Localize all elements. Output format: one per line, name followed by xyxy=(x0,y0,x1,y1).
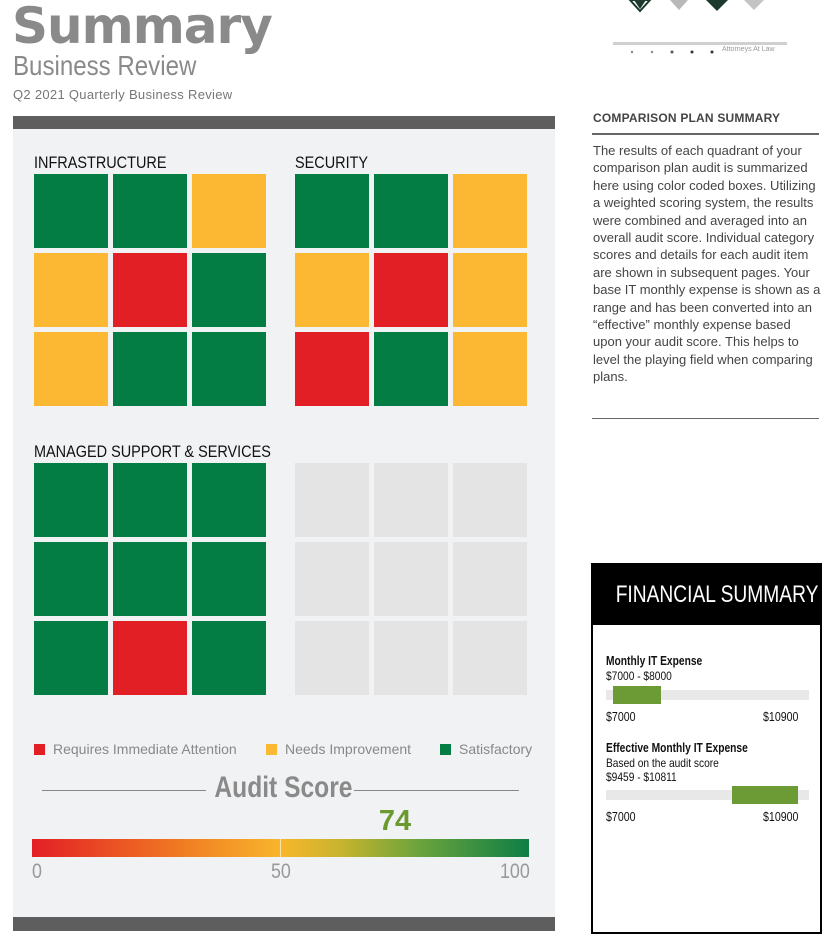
score-cell-satisfactory xyxy=(192,463,266,537)
score-cell-satisfactory xyxy=(113,542,187,616)
score-cell-empty xyxy=(453,463,527,537)
quadrant-title-infrastructure: INFRASTRUCTURE xyxy=(34,153,167,172)
legend-label: Requires Immediate Attention xyxy=(53,741,237,757)
audit-scale-mid: 50 xyxy=(271,860,291,883)
monthly-expense-track xyxy=(606,686,809,704)
score-cell-satisfactory xyxy=(34,542,108,616)
monthly-expense-label: Monthly IT Expense xyxy=(606,654,703,668)
audit-rule-right xyxy=(354,790,519,791)
score-cell-needs-improvement xyxy=(295,253,369,327)
legend-label: Satisfactory xyxy=(459,741,533,757)
legend-item-improvement: Needs Improvement xyxy=(266,741,411,757)
panel-top-bar xyxy=(13,116,555,129)
score-cell-needs-improvement xyxy=(453,332,527,406)
audit-rule-left xyxy=(42,790,206,791)
effective-expense-bar xyxy=(732,786,798,804)
score-cell-empty xyxy=(453,542,527,616)
effective-expense-track xyxy=(606,786,809,804)
legend-item-satisfactory: Satisfactory xyxy=(440,741,532,757)
effective-expense-range: $9459 - $10811 xyxy=(606,770,677,784)
company-logo: Attorneys At Law xyxy=(612,0,792,60)
score-cell-immediate-attention xyxy=(374,253,448,327)
score-cell-empty xyxy=(374,463,448,537)
score-cell-satisfactory xyxy=(113,174,187,248)
page-title: Summary xyxy=(12,0,273,55)
effective-expense-label: Effective Monthly IT Expense xyxy=(606,741,748,755)
audit-scale-min: 0 xyxy=(32,860,42,883)
financial-summary-header: FINANCIAL SUMMARY xyxy=(593,565,820,625)
score-cell-needs-improvement xyxy=(453,253,527,327)
report-period: Q2 2021 Quarterly Business Review xyxy=(13,87,233,102)
quadrant-grid-managed-support xyxy=(34,463,266,695)
legend-swatch-red xyxy=(34,743,45,755)
legend-label: Needs Improvement xyxy=(285,741,412,757)
score-cell-satisfactory xyxy=(113,463,187,537)
score-cell-needs-improvement xyxy=(34,332,108,406)
score-cell-immediate-attention xyxy=(295,332,369,406)
score-cell-satisfactory xyxy=(192,332,266,406)
legend-swatch-green xyxy=(440,743,451,755)
quadrant-grid-infrastructure xyxy=(34,174,266,406)
monthly-expense-bar xyxy=(613,686,662,704)
score-cell-empty xyxy=(374,542,448,616)
audit-scale-max: 100 xyxy=(500,860,530,883)
comparison-body: The results of each quadrant of your com… xyxy=(593,143,821,385)
score-cell-needs-improvement xyxy=(453,174,527,248)
score-cell-immediate-attention xyxy=(113,621,187,695)
score-cell-satisfactory xyxy=(192,253,266,327)
logo-tagline: Attorneys At Law xyxy=(722,46,775,53)
logo-mark-icon xyxy=(613,0,787,54)
score-cell-empty xyxy=(374,621,448,695)
score-cell-satisfactory xyxy=(374,174,448,248)
effective-axis-min: $7000 xyxy=(606,810,636,824)
legend: Requires Immediate Attention Needs Impro… xyxy=(34,741,539,759)
audit-score-midpoint-tick xyxy=(280,839,281,857)
legend-item-immediate: Requires Immediate Attention xyxy=(34,741,237,757)
score-cell-satisfactory xyxy=(34,463,108,537)
comparison-rule-bottom xyxy=(592,418,819,419)
monthly-axis-max: $10900 xyxy=(763,710,799,724)
score-cell-satisfactory xyxy=(34,174,108,248)
legend-swatch-yellow xyxy=(266,743,277,755)
quadrant-title-managed-support: MANAGED SUPPORT & SERVICES xyxy=(34,442,271,461)
monthly-expense-range: $7000 - $8000 xyxy=(606,669,672,683)
score-cell-empty xyxy=(295,621,369,695)
score-cell-immediate-attention xyxy=(113,253,187,327)
quadrant-title-security: SECURITY xyxy=(295,153,369,172)
score-cell-satisfactory xyxy=(192,621,266,695)
comparison-rule-top xyxy=(592,133,819,135)
quadrant-grid-empty xyxy=(295,463,527,695)
score-cell-satisfactory xyxy=(295,174,369,248)
effective-expense-note: Based on the audit score xyxy=(606,756,719,770)
monthly-axis-min: $7000 xyxy=(606,710,636,724)
score-cell-satisfactory xyxy=(34,621,108,695)
score-cell-needs-improvement xyxy=(34,253,108,327)
audit-score-value: 74 xyxy=(378,805,412,837)
panel-bottom-bar xyxy=(13,917,555,931)
financial-summary-box: FINANCIAL SUMMARY Monthly IT Expense $70… xyxy=(591,563,822,934)
comparison-title: COMPARISON PLAN SUMMARY xyxy=(593,111,781,125)
financial-summary-title: FINANCIAL SUMMARY xyxy=(615,581,819,608)
score-cell-empty xyxy=(453,621,527,695)
score-cell-empty xyxy=(295,463,369,537)
quadrant-grid-security xyxy=(295,174,527,406)
score-cell-empty xyxy=(295,542,369,616)
effective-axis-max: $10900 xyxy=(763,810,799,824)
score-cell-satisfactory xyxy=(113,332,187,406)
page-subtitle: Business Review xyxy=(13,50,197,81)
score-cell-satisfactory xyxy=(374,332,448,406)
score-cell-needs-improvement xyxy=(192,174,266,248)
audit-score-title: Audit Score xyxy=(214,771,353,804)
score-cell-satisfactory xyxy=(192,542,266,616)
